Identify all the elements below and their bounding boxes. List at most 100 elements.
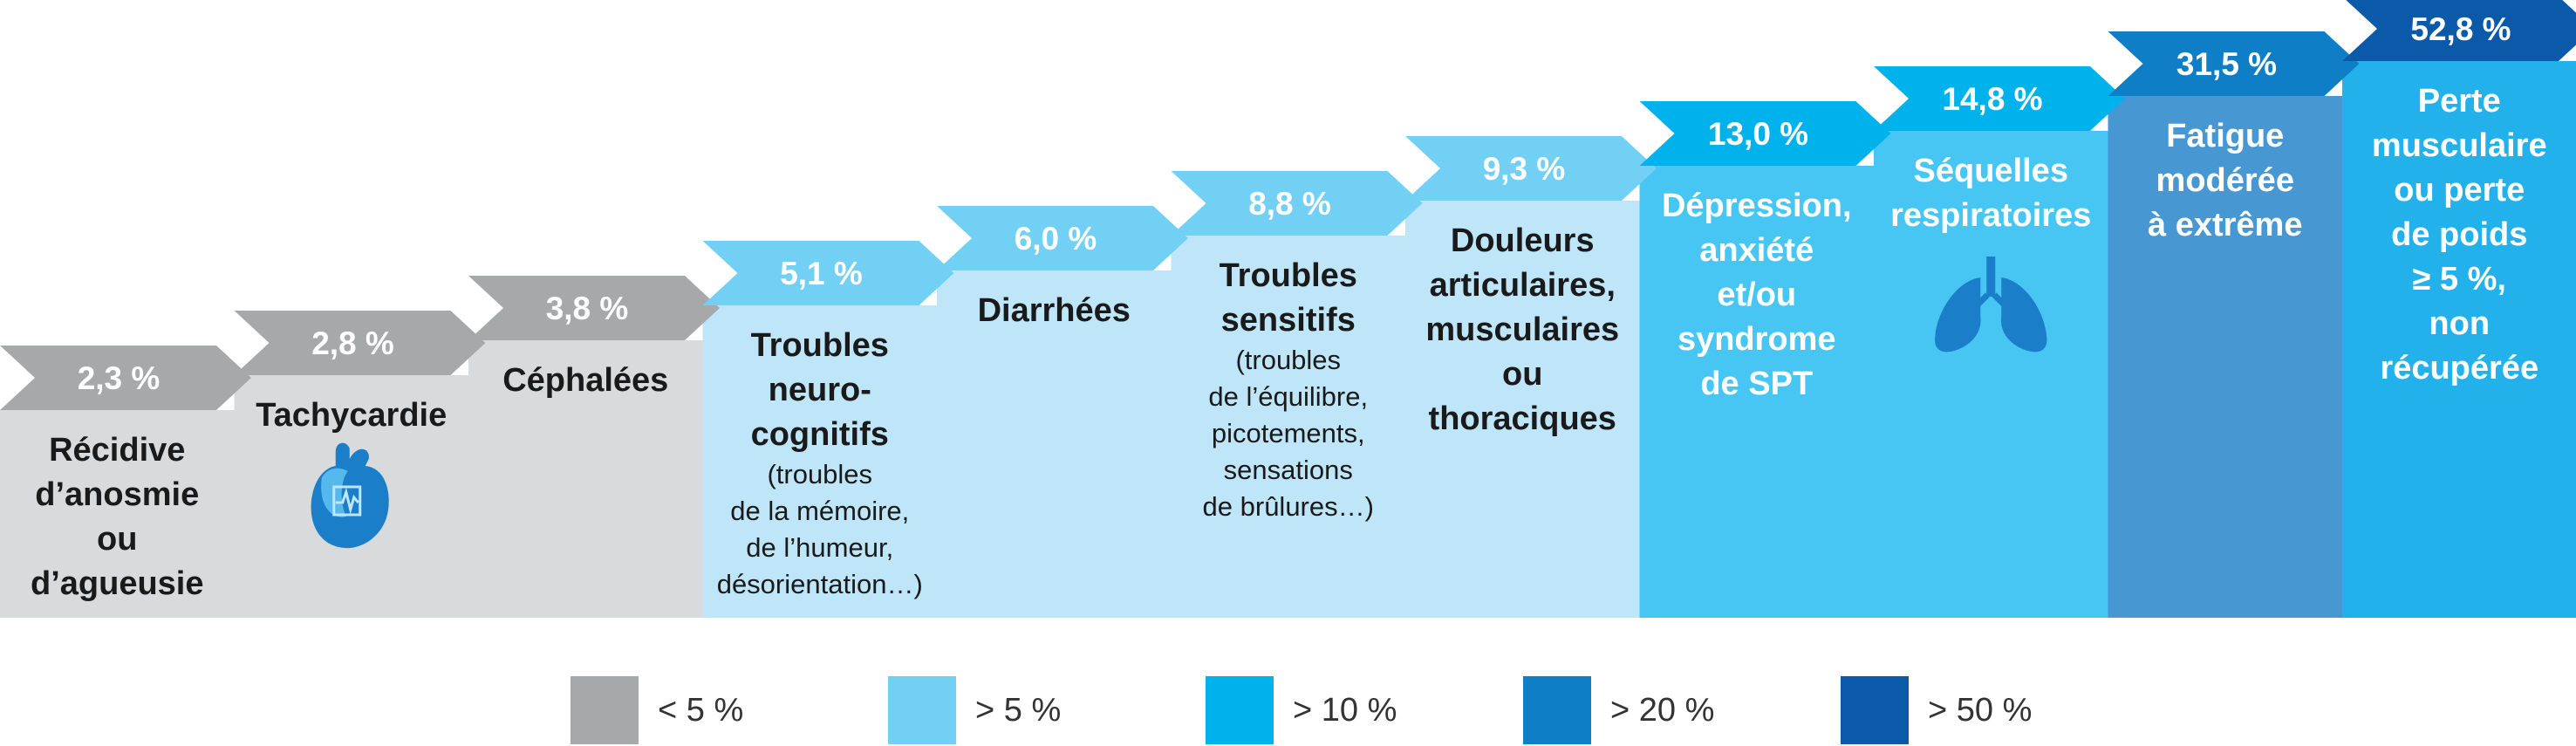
bar-6 (1171, 236, 1406, 618)
category-label-9: Séquelles respiratoires (1890, 153, 2091, 234)
value-tag-9 (1874, 66, 2125, 131)
value-tag-5 (937, 206, 1188, 270)
category-label-line: thoraciques (1429, 400, 1616, 437)
bar-9 (1874, 131, 2109, 618)
category-label-line: Fatigue (2166, 118, 2284, 154)
value-label-2: 2,8 % (311, 325, 394, 361)
legend-label: > 20 % (1610, 692, 1715, 729)
legend-label: > 5 % (975, 692, 1062, 729)
value-label-6: 8,8 % (1248, 186, 1331, 222)
legend-swatch (571, 676, 639, 744)
category-label-line: désorientation…) (717, 569, 923, 599)
category-label-line: de l’humeur, (746, 532, 893, 563)
value-label-8: 13,0 % (1708, 116, 1808, 152)
category-label-line: (troubles (767, 459, 872, 489)
bar-7 (1405, 201, 1641, 618)
legend-label: > 50 % (1928, 692, 2033, 729)
category-label-line: de l’équilibre, (1208, 381, 1368, 412)
heart-icon (311, 442, 389, 549)
category-label-line: Séquelles (1914, 153, 2068, 189)
value-label-9: 14,8 % (1942, 81, 2042, 117)
category-label-line: anxiété (1699, 232, 1814, 269)
legend-label: < 5 % (658, 692, 744, 729)
category-label-8: Dépression, anxiété et/ou syndrome de SPT (1662, 188, 1852, 402)
category-label-line: cognitifs (751, 416, 889, 453)
category-label-line: (troubles (1235, 345, 1341, 375)
value-tag-10 (2108, 31, 2360, 96)
category-label-line: musculaires (1425, 311, 1619, 348)
value-label-5: 6,0 % (1015, 221, 1097, 257)
category-label-5: Diarrhées (978, 292, 1131, 329)
category-label-10: Fatigue modérée à extrême (2148, 118, 2302, 243)
bar-5 (937, 270, 1172, 618)
value-label-7: 9,3 % (1483, 151, 1566, 187)
category-label-line: ou (1502, 356, 1542, 393)
category-label-line: Troubles (751, 327, 889, 364)
legend-label: > 10 % (1293, 692, 1397, 729)
bar-8 (1639, 166, 1875, 618)
category-label-line: Céphalées (502, 362, 668, 399)
value-label-10: 31,5 % (2176, 46, 2277, 82)
category-label-line: d’anosmie (35, 476, 199, 513)
category-label-line: récupérée (2380, 350, 2538, 387)
value-tag-7 (1405, 136, 1657, 201)
category-label-line: respiratoires (1890, 197, 2091, 234)
category-label-line: de la mémoire, (730, 496, 909, 526)
category-label-line: Douleurs (1451, 222, 1595, 259)
category-label-line: Tachycardie (256, 397, 447, 434)
value-tag-2 (234, 311, 486, 375)
value-tag-8 (1639, 101, 1891, 166)
value-tag-1 (0, 346, 251, 410)
category-label-line: neuro- (769, 372, 871, 408)
category-label-line: syndrome (1677, 321, 1836, 358)
bar-4 (702, 305, 938, 618)
value-tag-6 (1171, 171, 1423, 236)
category-label-line: Diarrhées (978, 292, 1131, 329)
category-label-line: Dépression, (1662, 188, 1852, 224)
category-label-line: Perte (2418, 83, 2501, 120)
category-label-line: de brûlures…) (1203, 491, 1374, 522)
category-label-line: Troubles (1220, 257, 1357, 294)
value-label-3: 3,8 % (546, 291, 629, 326)
value-label-4: 5,1 % (780, 256, 863, 291)
category-label-line: picotements, (1212, 418, 1365, 448)
category-label-line: ≥ 5 %, (2413, 261, 2506, 298)
bar-11 (2342, 61, 2576, 618)
category-label-line: ou (97, 521, 137, 558)
category-label-line: articulaires, (1430, 267, 1616, 304)
category-label-7: Douleurs articulaires, musculaires ou thorac… (1425, 222, 1619, 437)
lungs-icon (1935, 257, 2047, 352)
value-tag-4 (702, 241, 954, 305)
category-label-line: non (2429, 305, 2490, 342)
category-label-line: ou perte (2394, 172, 2525, 209)
legend-swatch (1206, 676, 1274, 744)
bar-10 (2108, 96, 2343, 618)
value-tag-11 (2342, 0, 2576, 61)
category-label-11: Perte musculaire ou perte de poids ≥ 5 %, non… (2372, 83, 2547, 387)
bar-1 (0, 410, 236, 618)
category-label-line: musculaire (2372, 127, 2547, 164)
category-label-4: Troubles neuro-cognitifs (troubles de la mé… (717, 327, 923, 599)
value-label-11: 52,8 % (2410, 11, 2511, 47)
category-label-line: d’agueusie (31, 565, 204, 602)
category-label-line: sensitifs (1221, 302, 1356, 339)
category-label-3: Céphalées (502, 362, 668, 399)
legend: < 5 % > 5 % > 10 % > 20 % > 50 % (0, 674, 2576, 746)
category-label-line: sensations (1224, 455, 1353, 485)
value-label-1: 2,3 % (78, 360, 161, 396)
category-label-line: et/ou (1717, 277, 1796, 313)
legend-swatch (1841, 676, 1909, 744)
category-label-6: Troubles sensitifs (troubles de l’équilibre… (1203, 257, 1374, 522)
category-label-line: modérée (2156, 162, 2294, 199)
legend-swatch (888, 676, 956, 744)
value-tag-3 (468, 276, 720, 340)
category-label-line: à extrême (2148, 207, 2302, 243)
bar-3 (468, 340, 704, 618)
legend-swatch (1523, 676, 1591, 744)
staircase-chart: 2,3 % 2,8 % 3,8 % 5,1 % 6,0 % 8,8 % 9,3 % 13,0 … (0, 0, 2576, 618)
category-label-1: Récidive d’anosmie ou d’agueusie (31, 432, 204, 602)
category-label-line: de SPT (1700, 366, 1813, 402)
category-label-line: de poids (2391, 216, 2527, 253)
category-label-2: Tachycardie (256, 397, 447, 434)
category-label-line: Récidive (49, 432, 185, 469)
